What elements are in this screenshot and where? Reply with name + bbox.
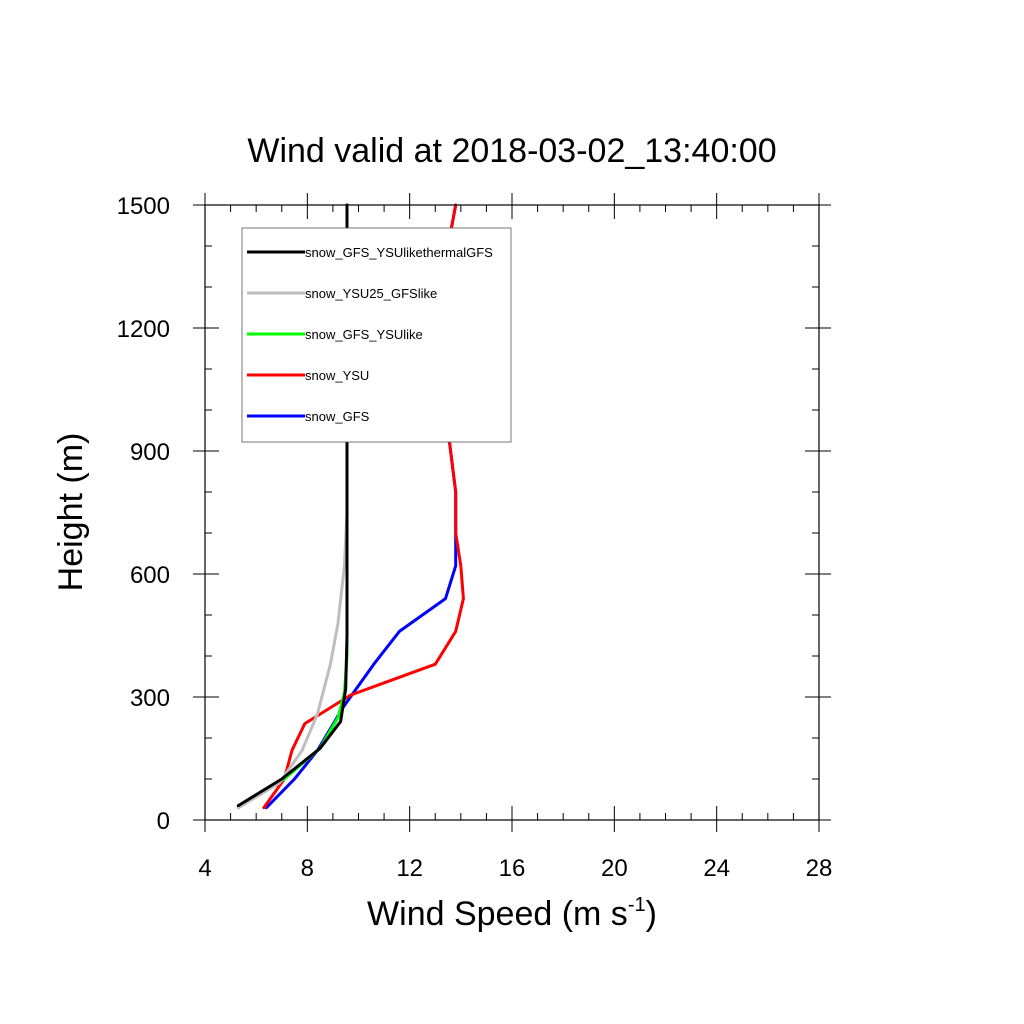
legend-label: snow_YSU <box>305 368 369 383</box>
y-tick-label: 1500 <box>117 193 170 220</box>
x-tick-label: 24 <box>703 855 730 882</box>
legend-label: snow_GFS_YSUlikethermalGFS <box>305 245 493 260</box>
x-tick-label: 8 <box>301 855 314 882</box>
x-axis-label-superscript: -1 <box>628 894 646 916</box>
x-tick-label: 12 <box>396 855 423 882</box>
legend-item: snow_GFS_YSUlikethermalGFS <box>247 245 493 260</box>
x-tick-label: 16 <box>499 855 526 882</box>
chart-title: Wind valid at 2018-03-02_13:40:00 <box>247 132 776 170</box>
legend-label: snow_GFS_YSUlike <box>305 327 423 342</box>
x-axis-label-main: Wind Speed (m s <box>367 895 628 933</box>
x-axis-label-close: ) <box>646 895 657 933</box>
y-tick-label: 300 <box>130 685 170 712</box>
x-tick-label: 20 <box>601 855 628 882</box>
legend-item: snow_YSU <box>247 368 369 383</box>
tick-layer: 4 8 12 16 20 24 28 0 300 600 900 1200 1500 <box>117 193 833 882</box>
y-axis-label: Height (m) <box>52 433 90 592</box>
legend-items: snow_GFS_YSUlikethermalGFS snow_YSU25_GFS… <box>247 245 493 424</box>
y-tick-label: 600 <box>130 562 170 589</box>
legend-item: snow_GFS_YSUlike <box>247 327 423 342</box>
legend-label: snow_GFS <box>305 409 370 424</box>
y-tick-label: 0 <box>157 808 170 835</box>
y-tick-label: 1200 <box>117 316 170 343</box>
x-tick-label: 28 <box>806 855 833 882</box>
y-tick-label: 900 <box>130 439 170 466</box>
legend-label: snow_YSU25_GFSlike <box>305 286 437 301</box>
x-axis-label: Wind Speed (m s-1) <box>367 894 657 933</box>
legend-item: snow_YSU25_GFSlike <box>247 286 437 301</box>
x-tick-label: 4 <box>198 855 211 882</box>
legend-item: snow_GFS <box>247 409 370 424</box>
legend-box: snow_GFS_YSUlikethermalGFS snow_YSU25_GFS… <box>241 227 512 443</box>
series-line-snow_GFS_YSUlikethermalGFS <box>236 203 349 808</box>
